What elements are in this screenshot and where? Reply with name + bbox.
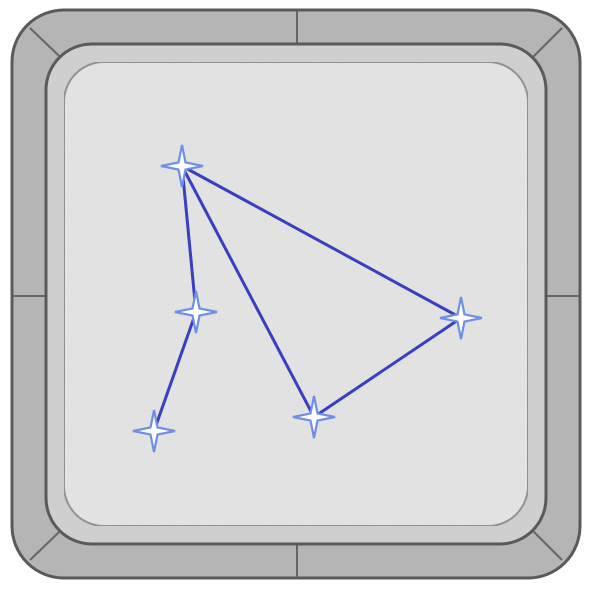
star-right-four-point-star-icon[interactable] xyxy=(439,296,483,340)
four-point-star-icon xyxy=(292,395,336,439)
four-point-star-icon xyxy=(174,290,218,334)
four-point-star-icon xyxy=(439,296,483,340)
star-top-four-point-star-icon[interactable] xyxy=(160,144,204,188)
four-point-star-icon xyxy=(160,144,204,188)
play-surface xyxy=(63,61,529,527)
connection-line-4 xyxy=(312,316,463,419)
connection-line-2 xyxy=(152,310,198,433)
connection-line-1 xyxy=(180,164,198,314)
star-middle-left-four-point-star-icon[interactable] xyxy=(174,290,218,334)
stars xyxy=(132,144,483,453)
star-bottom-left-four-point-star-icon[interactable] xyxy=(132,409,176,453)
connection-line-5 xyxy=(180,164,463,320)
connection-line-3 xyxy=(180,164,316,419)
star-bottom-center-four-point-star-icon[interactable] xyxy=(292,395,336,439)
four-point-star-icon xyxy=(132,409,176,453)
connection-lines xyxy=(152,164,463,433)
